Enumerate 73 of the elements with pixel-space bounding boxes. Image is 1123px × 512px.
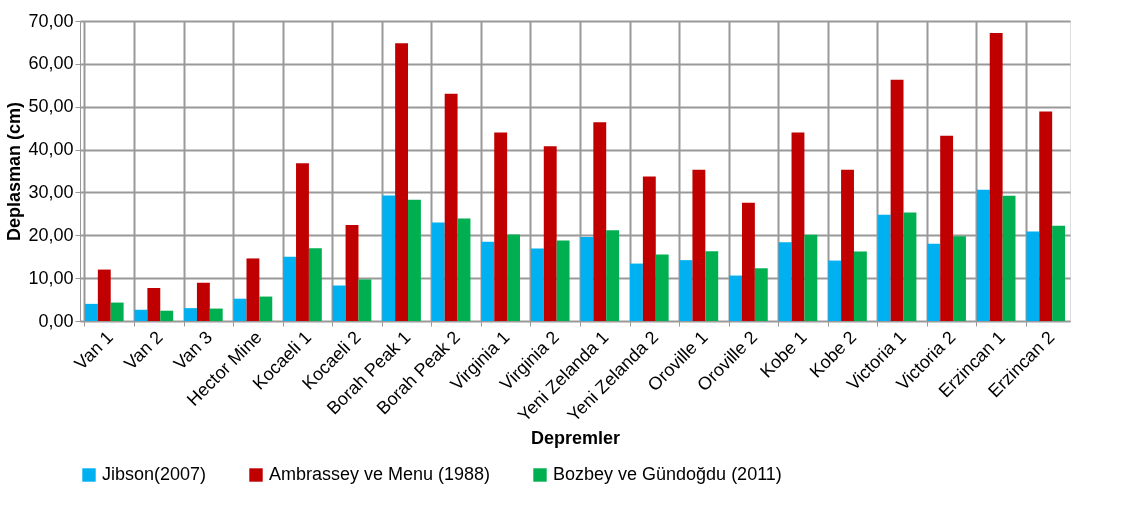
- bar: [259, 296, 273, 321]
- bar: [556, 240, 570, 321]
- y-tick-label: 20,00: [28, 224, 74, 245]
- x-axis-title: Depremler: [530, 427, 621, 448]
- bar: [853, 251, 867, 321]
- bar: [927, 243, 941, 321]
- y-tick-label: 70,00: [28, 10, 74, 31]
- bar: [655, 254, 669, 321]
- y-axis-title: Deplasman (cm): [4, 101, 25, 242]
- bar: [345, 225, 359, 321]
- bar: [431, 222, 445, 321]
- bar: [283, 256, 297, 321]
- bar: [395, 43, 409, 321]
- legend-label: Jibson(2007): [102, 464, 207, 484]
- bar: [196, 282, 210, 321]
- bar: [705, 251, 719, 321]
- y-tick-label: 40,00: [28, 139, 74, 160]
- bar: [593, 122, 607, 321]
- bar: [97, 269, 111, 321]
- bar: [841, 169, 854, 321]
- bar: [1026, 231, 1040, 321]
- bar: [692, 169, 706, 321]
- bar: [940, 135, 954, 321]
- bar: [890, 79, 904, 321]
- bar: [828, 260, 842, 321]
- bar: [630, 263, 643, 321]
- bar: [778, 242, 792, 321]
- bar: [184, 308, 197, 321]
- bar: [976, 189, 990, 321]
- y-tick-label: 50,00: [28, 96, 74, 117]
- bar: [877, 214, 891, 321]
- bar: [903, 212, 917, 321]
- bar: [953, 236, 966, 321]
- bar: [408, 199, 421, 321]
- legend-label: Ambrassey ve Menu (1988): [269, 464, 491, 484]
- bar: [543, 146, 557, 321]
- x-tick-label: Van 2: [120, 327, 167, 374]
- bar: [296, 163, 309, 321]
- bar: [160, 310, 174, 321]
- bar: [507, 234, 520, 321]
- bar: [804, 234, 818, 321]
- bar: [481, 241, 495, 321]
- bar: [791, 132, 805, 321]
- y-tick-label: 30,00: [28, 181, 74, 202]
- bar: [494, 132, 508, 321]
- bar: [989, 33, 1003, 321]
- bar: [134, 309, 148, 321]
- bar: [530, 248, 544, 321]
- bar: [332, 285, 346, 321]
- bar: [110, 302, 124, 321]
- bar: [233, 298, 247, 321]
- bar: [308, 248, 322, 321]
- bar: [358, 279, 372, 321]
- bar: [754, 268, 768, 321]
- bar: [679, 260, 693, 321]
- bar: [209, 308, 223, 321]
- bar: [1052, 225, 1066, 321]
- bar: [84, 303, 98, 321]
- legend-label: Bozbey ve Gündoğdu (2011): [553, 464, 782, 484]
- bar: [147, 288, 161, 321]
- y-tick-label: 60,00: [28, 53, 74, 74]
- bar: [1002, 195, 1016, 321]
- bar: [741, 202, 755, 321]
- bar: [642, 176, 656, 321]
- bar: [580, 237, 594, 321]
- bar: [1039, 111, 1053, 321]
- bar: [729, 275, 742, 321]
- bar: [457, 218, 471, 321]
- bar: [444, 93, 458, 321]
- bar: [382, 195, 396, 321]
- y-tick-label: 10,00: [28, 267, 74, 288]
- bar: [246, 258, 260, 321]
- bar: [606, 230, 620, 321]
